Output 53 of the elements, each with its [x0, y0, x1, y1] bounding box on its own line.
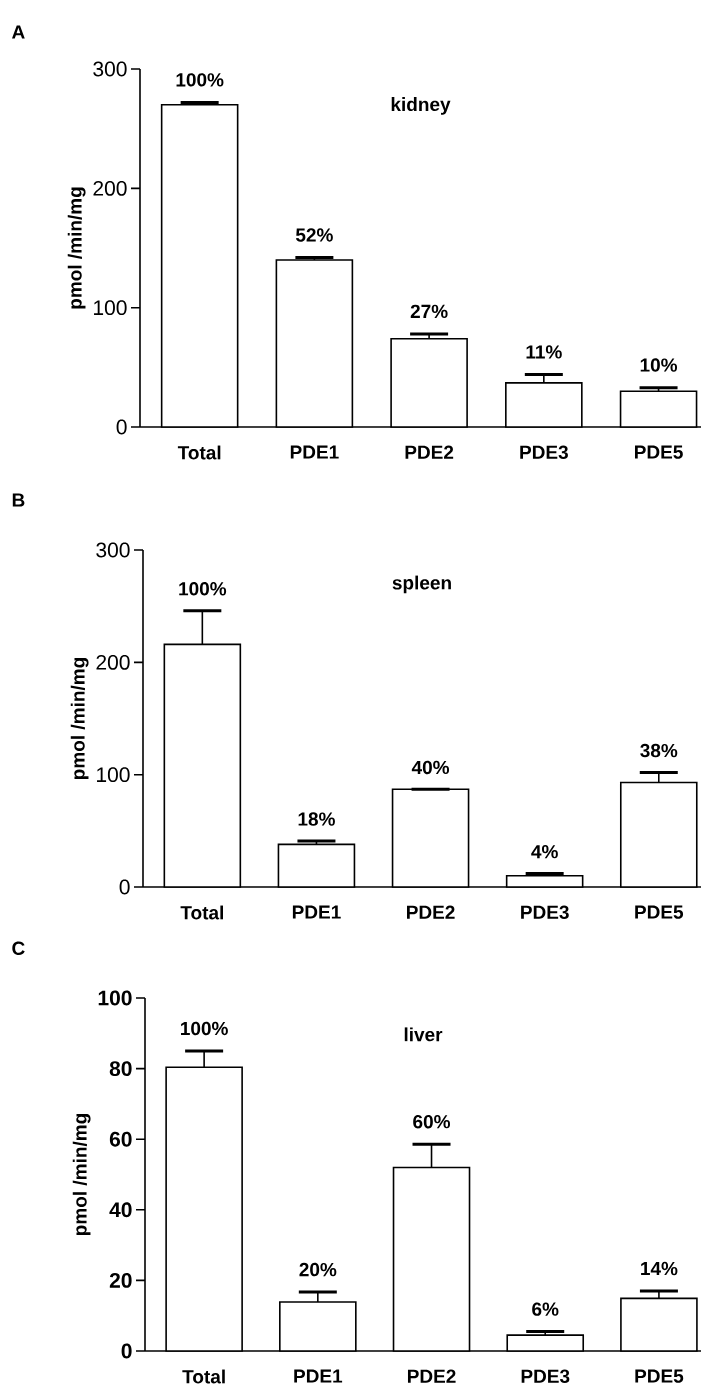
y-tick-label: 300: [96, 542, 130, 558]
annotation: 6%: [532, 1302, 559, 1316]
annotation: 4%: [531, 844, 558, 859]
annotation: 18%: [298, 812, 335, 826]
x-tick-label: PDE3: [520, 445, 568, 460]
y-axis-title: pmol /min/mg: [70, 658, 89, 780]
x-tick-label: PDE5: [635, 905, 684, 919]
text: C: [12, 941, 25, 955]
x-tick-label: PDE3: [521, 905, 569, 920]
y-tick-label: 200: [93, 180, 127, 196]
x-tick-label: PDE3: [521, 1369, 570, 1384]
text: B: [12, 493, 25, 507]
y-tick-label: 100: [94, 300, 127, 316]
y-tick-label: 20: [109, 1272, 132, 1288]
y-tick-label: 0: [121, 1343, 132, 1359]
x-tick-label: PDE2: [407, 1369, 456, 1383]
text: kidney: [391, 97, 451, 115]
annotation: 10%: [640, 358, 678, 372]
annotation: 100%: [176, 73, 224, 87]
y-tick-label: 60: [109, 1131, 132, 1147]
y-tick-label: 300: [93, 61, 127, 77]
y-tick-label: 100: [97, 767, 130, 783]
x-tick-label: PDE2: [405, 445, 454, 459]
x-tick-label: PDE2: [407, 905, 455, 919]
annotation: 38%: [640, 743, 678, 758]
text: spleen: [392, 575, 451, 594]
annotation: 14%: [641, 1261, 678, 1276]
annotation: 52%: [295, 228, 333, 242]
x-tick-label: PDE1: [292, 905, 341, 919]
y-tick-label: 0: [119, 879, 130, 895]
y-tick-label: 40: [109, 1202, 132, 1218]
x-tick-label: PDE1: [290, 445, 339, 459]
x-tick-label: Total: [177, 445, 221, 460]
y-axis-title: pmol /min/mg: [72, 1114, 91, 1235]
annotation: 100%: [181, 1021, 228, 1036]
y-tick-label: 100: [98, 990, 132, 1006]
annotation: 100%: [179, 582, 227, 596]
x-tick-label: Total: [182, 1369, 225, 1384]
y-axis-title: pmol /min/mg: [67, 187, 86, 309]
annotation: 11%: [526, 345, 562, 359]
text: A: [12, 25, 25, 39]
x-tick-label: PDE1: [294, 1369, 343, 1383]
x-tick-label: Total: [180, 905, 223, 920]
x-tick-label: PDE5: [635, 445, 683, 459]
annotation: 60%: [413, 1114, 451, 1129]
y-tick-label: 200: [96, 654, 130, 670]
y-tick-label: 80: [109, 1061, 132, 1077]
annotation: 27%: [410, 304, 448, 319]
y-tick-label: 0: [116, 419, 127, 435]
x-tick-label: PDE5: [635, 1369, 684, 1383]
text: liver: [404, 1027, 443, 1042]
annotation: 20%: [299, 1262, 337, 1277]
annotation: 40%: [411, 760, 450, 775]
